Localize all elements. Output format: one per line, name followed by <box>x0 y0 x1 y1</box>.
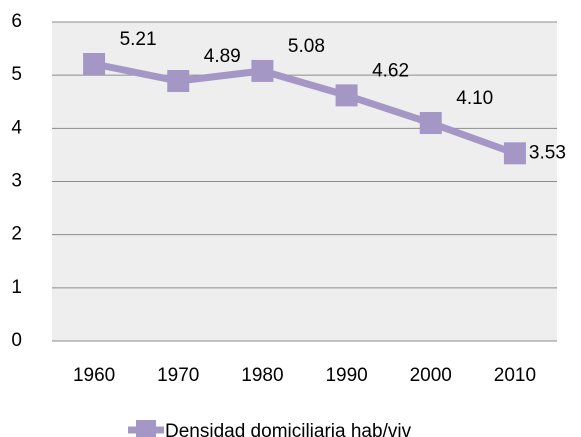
data-label: 5.21 <box>120 29 157 50</box>
data-label: 5.08 <box>288 36 325 57</box>
marker <box>419 112 442 135</box>
x-tick-label: 1970 <box>157 365 199 386</box>
marker <box>251 59 274 82</box>
y-tick-label: 6 <box>11 11 22 32</box>
y-tick-label: 5 <box>11 64 22 85</box>
marker <box>335 84 358 107</box>
x-tick-label: 1980 <box>241 365 283 386</box>
y-tick-label: 1 <box>11 277 22 298</box>
series-line <box>93 60 517 157</box>
marker <box>167 70 190 93</box>
x-tick-label: 1990 <box>325 365 367 386</box>
data-label: 4.62 <box>372 60 409 81</box>
legend-label: Densidad domiciliaria hab/viv <box>165 421 412 437</box>
data-label: 3.53 <box>529 142 566 163</box>
y-tick-label: 3 <box>11 171 22 192</box>
y-tick-label: 0 <box>11 330 22 351</box>
marker <box>503 142 526 165</box>
x-tick-label: 2000 <box>410 365 452 386</box>
x-tick-label: 2010 <box>494 365 536 386</box>
x-tick-label: 1960 <box>73 365 115 386</box>
marker <box>83 53 106 76</box>
y-tick-label: 2 <box>11 224 22 245</box>
data-label: 4.10 <box>456 88 493 109</box>
y-tick-label: 4 <box>11 117 22 138</box>
legend-marker <box>136 420 156 437</box>
data-label: 4.89 <box>204 46 241 67</box>
